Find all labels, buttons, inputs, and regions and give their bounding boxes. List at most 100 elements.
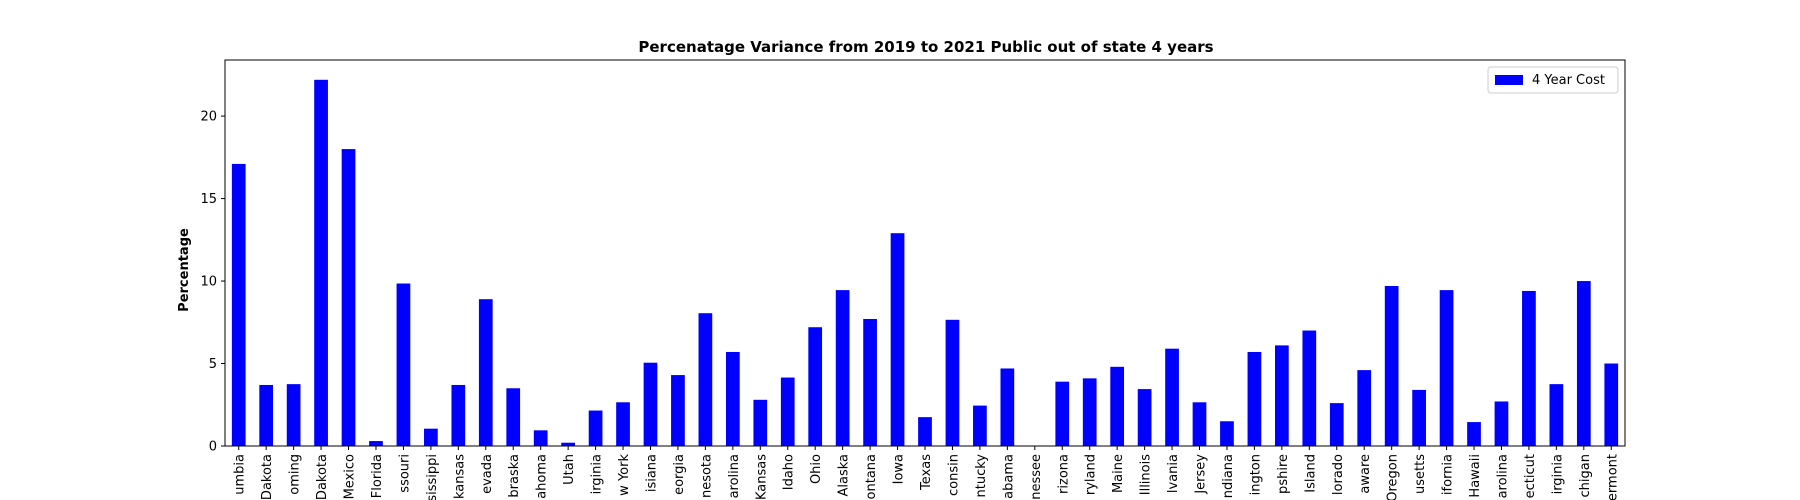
bar [973,405,987,446]
bar [863,318,877,446]
x-tick-label: ermont [1605,454,1620,500]
bar [424,428,438,446]
bar [1275,345,1289,446]
bar [259,384,274,446]
bar [1467,422,1481,446]
x-tick-label: arolina [1495,454,1510,498]
x-tick-label: Utah [562,454,577,485]
x-tick-label: Dakota [315,454,330,500]
bar [1549,384,1564,446]
x-axis-ticks: umbia Dakota oming Dakota Mexico Florida ssour… [233,446,1620,500]
bar [1110,366,1125,446]
bar [451,384,466,446]
x-tick-label: Kansas [754,454,769,500]
bar [1522,290,1536,446]
legend: 4 Year Cost [1487,66,1619,94]
y-axis-ticks: 0 5 10 15 20 [200,110,225,455]
x-tick-label: umbia [233,454,248,495]
bar [1220,421,1234,446]
x-tick-label: rizona [1056,454,1071,494]
bar [478,299,493,446]
x-tick-label: isiana [644,454,659,492]
x-tick-label: Mexico [343,454,358,499]
x-tick-label: ontana [864,454,879,499]
x-tick-label: ifornia [1441,454,1456,495]
x-tick-label: Alaska [837,454,852,497]
bar [369,441,383,446]
x-tick-label: irginia [590,454,605,494]
bar [1137,389,1152,446]
x-tick-label: Texas [919,454,934,491]
x-tick-label: arolina [727,454,742,498]
bar [1329,403,1344,446]
x-tick-label: ington [1248,454,1263,495]
bar [561,442,575,446]
bar [1576,281,1591,446]
x-tick-label: chigan [1578,454,1593,497]
x-tick-label: aware [1358,454,1373,494]
x-tick-label: kansas [452,454,467,499]
x-tick-label: ahoma [535,454,550,499]
x-tick-label: evada [480,454,495,494]
chart-title: Percenatage Variance from 2019 to 2021 P… [638,38,1213,56]
bar [314,79,328,447]
bars-group [231,79,1619,447]
x-tick-label: irginia [1550,454,1565,494]
bar [808,327,823,446]
x-tick-label: Dakota [260,454,275,500]
x-tick-label: ecticut [1523,454,1538,498]
bar [286,384,301,446]
bar [1412,389,1426,446]
x-tick-label: consin [946,454,961,496]
x-tick-label: Island [1303,454,1318,493]
x-tick-label: Jersey [1194,454,1209,495]
plot-frame [224,59,1626,447]
x-tick-label: pshire [1276,454,1291,494]
x-tick-label: nesota [699,454,714,498]
bar [1000,368,1015,446]
x-tick-label: Maine [1111,454,1126,493]
y-tick-label: 5 [209,357,217,372]
x-tick-label: Idaho [782,454,797,490]
bar [1082,378,1097,446]
x-tick-label: abama [1001,454,1016,499]
bar [890,233,905,446]
x-tick-label: eorgia [672,454,687,495]
x-tick-label: lorado [1331,454,1346,495]
bar [1604,363,1619,446]
legend-label: 4 Year Cost [1532,73,1605,88]
bar [671,375,685,446]
x-tick-label: lvania [1166,454,1181,493]
y-axis-label: Percentage [177,228,192,312]
x-tick-label: Hawaii [1468,454,1483,498]
y-tick-label: 0 [209,440,217,455]
legend-swatch [1495,75,1523,85]
bar [1384,285,1399,446]
x-tick-label: ntucky [974,454,989,498]
x-tick-label: w York [617,454,632,496]
bar [1439,290,1454,446]
bar [1302,330,1317,446]
bar [1192,402,1207,446]
bar [396,283,411,446]
bar [533,430,548,446]
bar [588,410,603,446]
x-tick-label: nessee [1029,454,1044,500]
bar [616,402,630,446]
bar [945,319,960,446]
bar [231,163,246,446]
bar [835,290,850,446]
x-tick-label: Illinois [1139,454,1154,495]
x-tick-label: Florida [370,454,385,498]
bar [1357,370,1372,446]
bar [1055,381,1070,446]
bar [643,362,658,446]
bar [918,417,932,446]
bar [780,377,795,446]
bar [698,313,713,446]
bar [1247,351,1262,446]
y-tick-label: 20 [200,110,217,125]
bar [1494,401,1509,446]
x-tick-label: braska [507,454,522,498]
